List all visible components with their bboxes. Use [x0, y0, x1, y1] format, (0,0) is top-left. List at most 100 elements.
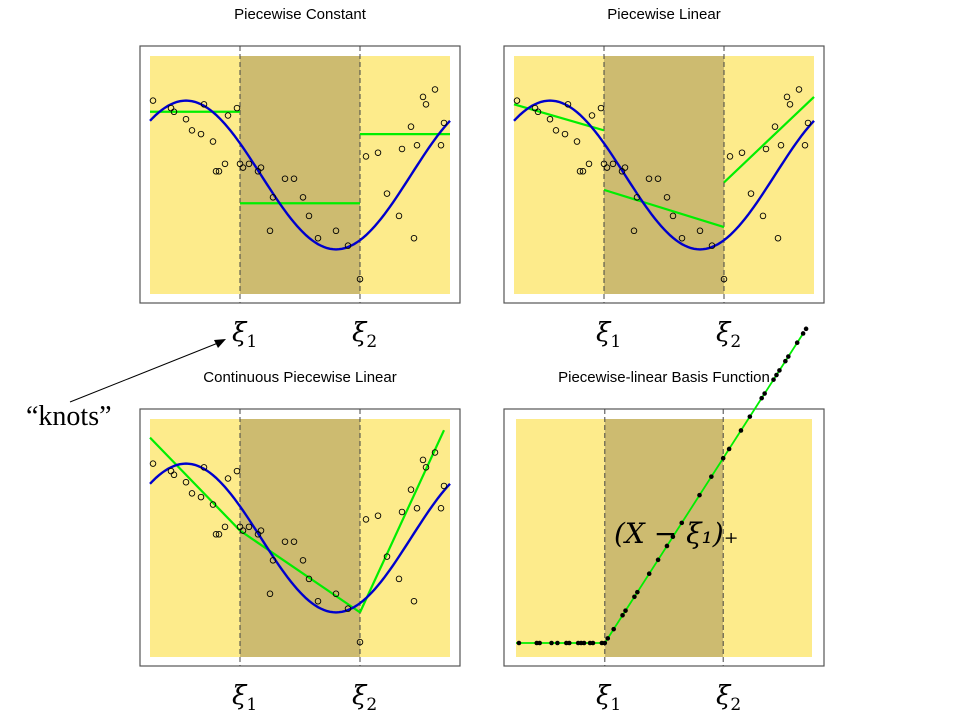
- data-point: [747, 190, 755, 197]
- basis-point: [549, 640, 554, 646]
- data-point: [269, 194, 277, 201]
- data-point: [552, 127, 560, 134]
- basis-point: [537, 640, 542, 646]
- data-point: [224, 112, 232, 119]
- data-point: [395, 575, 403, 583]
- data-point: [290, 538, 298, 545]
- data-point: [257, 527, 265, 534]
- middle-region: [604, 56, 724, 294]
- data-point: [419, 93, 427, 101]
- data-point: [678, 234, 686, 242]
- basis-point: [786, 354, 791, 359]
- data-point: [585, 160, 593, 168]
- data-point: [245, 160, 253, 168]
- data-point: [362, 153, 370, 160]
- data-point: [534, 108, 542, 116]
- data-point: [579, 168, 587, 175]
- data-point: [188, 490, 196, 497]
- left-region: [514, 56, 604, 294]
- data-point: [762, 145, 770, 153]
- data-point: [215, 531, 223, 538]
- data-point: [621, 164, 629, 171]
- data-point: [398, 145, 406, 153]
- data-point: [395, 212, 403, 220]
- data-point: [738, 149, 746, 156]
- data-point: [266, 590, 274, 598]
- data-point: [305, 212, 313, 220]
- data-point: [795, 86, 803, 93]
- left-region: [150, 419, 240, 657]
- data-point: [281, 538, 289, 545]
- data-point: [654, 175, 662, 182]
- data-point: [182, 115, 190, 123]
- fit-segment-2: [603, 188, 725, 229]
- callout-arrow: [69, 339, 226, 403]
- data-point: [431, 86, 439, 93]
- right-region: [724, 56, 814, 294]
- right-region: [360, 419, 450, 657]
- knot-label-xi1-top-left: ξ1: [232, 318, 258, 353]
- data-point: [200, 101, 208, 108]
- data-point: [440, 482, 448, 490]
- data-point: [573, 138, 581, 145]
- data-point: [786, 101, 794, 108]
- basis-point: [555, 640, 560, 646]
- data-point: [440, 119, 448, 127]
- data-point: [407, 123, 415, 130]
- panel-1: [139, 45, 461, 304]
- data-point: [212, 168, 220, 175]
- data-point: [422, 464, 430, 471]
- data-point: [398, 508, 406, 516]
- data-point: [374, 149, 382, 156]
- fit-segment-1: [149, 436, 241, 532]
- data-point: [413, 141, 421, 149]
- fit-segment-3: [359, 429, 445, 613]
- fit-segment-2: [239, 529, 361, 614]
- data-point: [344, 605, 352, 612]
- callout-arrow-line: [69, 342, 219, 403]
- data-point: [609, 160, 617, 168]
- data-point: [233, 467, 241, 475]
- data-point: [708, 242, 716, 249]
- basis-point: [747, 414, 753, 419]
- data-point: [431, 449, 439, 456]
- basis-point: [794, 340, 800, 346]
- data-point: [170, 108, 178, 116]
- data-point: [777, 141, 785, 149]
- data-point: [804, 119, 812, 127]
- knot-label-xi1-bottom-right: ξ1: [596, 681, 622, 716]
- basis-point: [726, 446, 732, 452]
- knot-label-xi2-bottom-left: ξ2: [352, 681, 378, 716]
- data-point: [633, 194, 641, 201]
- data-point: [771, 123, 779, 130]
- basis-point: [602, 640, 608, 646]
- data-point: [759, 212, 767, 220]
- data-point: [645, 175, 653, 182]
- data-point: [561, 130, 569, 138]
- data-point: [332, 227, 340, 235]
- data-point: [410, 597, 418, 605]
- basis-point: [581, 640, 587, 646]
- data-point: [170, 471, 178, 479]
- data-point: [239, 527, 247, 534]
- panel-3: [139, 408, 461, 667]
- panel-title-2: Piecewise Linear: [607, 6, 721, 23]
- left-region: [150, 56, 240, 294]
- data-point: [576, 168, 584, 175]
- data-point: [266, 227, 274, 235]
- panel-4: [503, 326, 825, 667]
- panel-title-4: Piecewise-linear Basis Function: [558, 369, 770, 386]
- basis-formula: (X − ξ₁)₊: [614, 517, 739, 550]
- basis-point: [720, 455, 726, 461]
- data-point: [663, 194, 671, 201]
- data-point: [257, 164, 265, 171]
- data-point: [410, 234, 418, 242]
- data-point: [233, 104, 241, 112]
- data-point: [209, 138, 217, 145]
- true-function-curve: [149, 462, 451, 614]
- data-point: [281, 175, 289, 182]
- basis-point: [679, 520, 685, 526]
- data-point: [374, 512, 382, 519]
- data-point: [290, 175, 298, 182]
